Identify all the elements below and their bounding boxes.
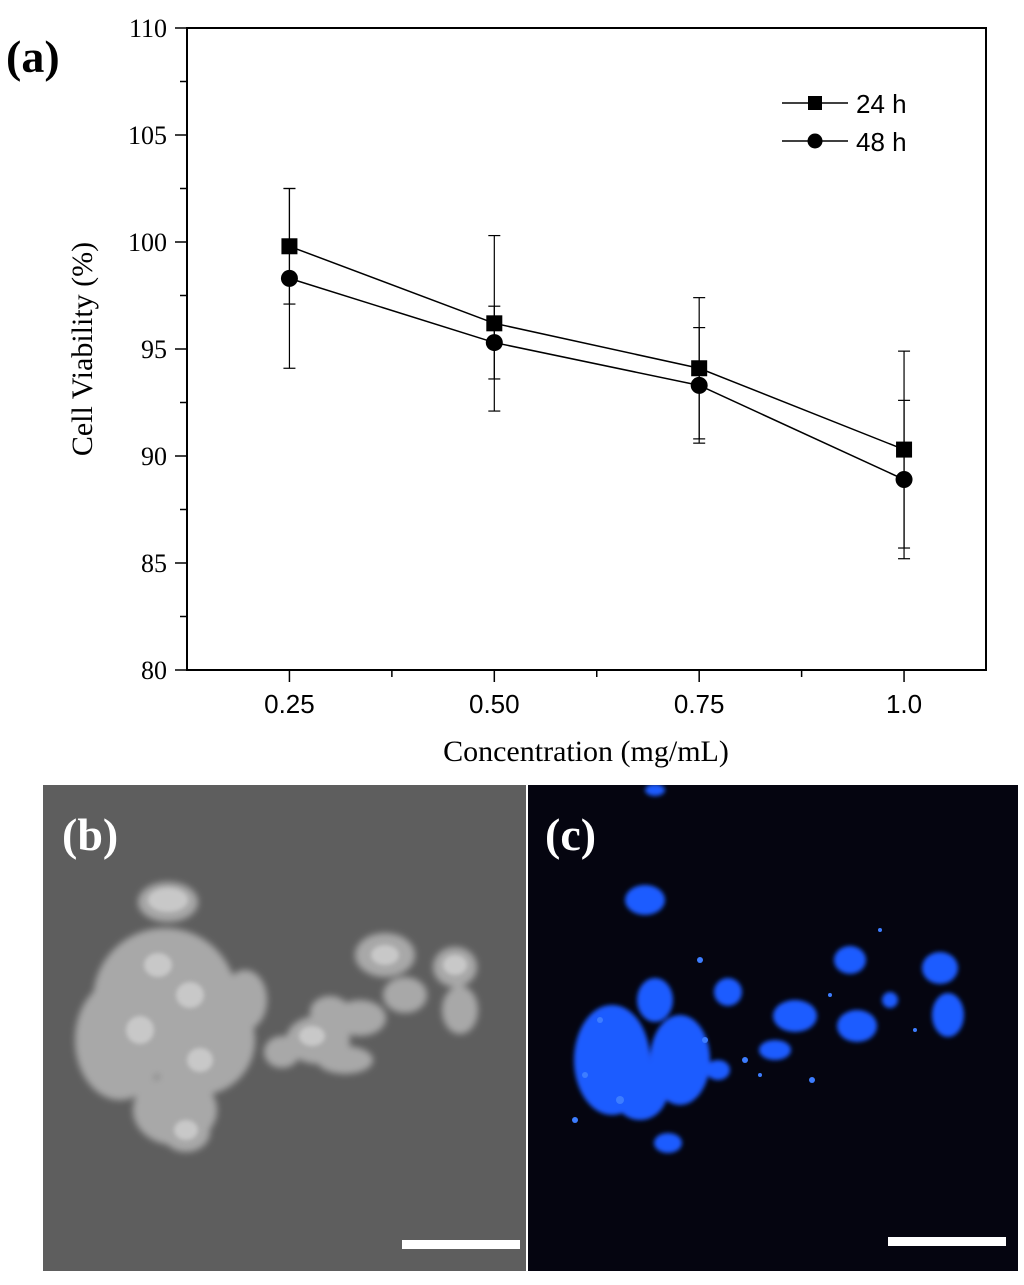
error-bars [283, 187, 911, 560]
y-tick-label: 95 [141, 335, 167, 364]
legend: 24 h 48 h [782, 89, 907, 157]
series-line-24h [289, 245, 905, 451]
point-48h [895, 471, 913, 489]
y-tick-label: 85 [141, 549, 167, 578]
panel-a-label: (a) [6, 31, 60, 82]
series-line-48h [289, 277, 905, 481]
point-48h [690, 376, 708, 394]
x-tick-label: 0.25 [264, 689, 315, 719]
cell-cluster-brightfield [75, 882, 478, 1152]
series-lines [289, 245, 905, 481]
y-axis-ticks: 80 85 90 95 100 105 110 [128, 14, 187, 685]
plot-frame [186, 27, 987, 671]
y-tick-label: 105 [128, 121, 167, 150]
panel-b-label: (b) [62, 809, 118, 860]
scale-bar-c [888, 1237, 1006, 1246]
x-axis-ticks: 0.25 0.50 0.75 1.0 [264, 670, 922, 719]
y-tick-label: 100 [128, 228, 167, 257]
point-24h [896, 441, 913, 458]
legend-label-24h: 24 h [856, 89, 907, 119]
panel-c-label: (c) [545, 809, 596, 860]
y-tick-label: 90 [141, 442, 167, 471]
micrograph-panel-b: (b) [43, 785, 526, 1271]
legend-marker-48h [807, 133, 823, 149]
legend-marker-24h [808, 96, 822, 110]
scale-bar-b [402, 1240, 520, 1249]
cell-highlights-brightfield [126, 888, 467, 1140]
point-24h [281, 238, 298, 255]
micrograph-panel-c: (c) [528, 785, 1018, 1271]
fluorescence-speckles [572, 928, 917, 1123]
y-tick-label: 80 [141, 656, 167, 685]
y-axis-label: Cell Viability (%) [66, 242, 99, 456]
nuclei-fluorescence [574, 785, 964, 1153]
chart-panel-a: (a) 80 85 90 95 100 105 110 0.25 0.50 0.75 1.0 Ce… [6, 14, 987, 768]
x-axis-label: Concentration (mg/mL) [443, 735, 729, 768]
legend-label-48h: 48 h [856, 127, 907, 157]
x-tick-label: 1.0 [886, 689, 922, 719]
point-48h [485, 334, 503, 352]
x-tick-label: 0.75 [674, 689, 725, 719]
point-24h [486, 315, 503, 332]
x-tick-label: 0.50 [469, 689, 520, 719]
data-markers [280, 238, 913, 489]
point-48h [280, 269, 298, 287]
y-tick-label: 110 [129, 14, 167, 43]
point-24h [691, 360, 708, 377]
